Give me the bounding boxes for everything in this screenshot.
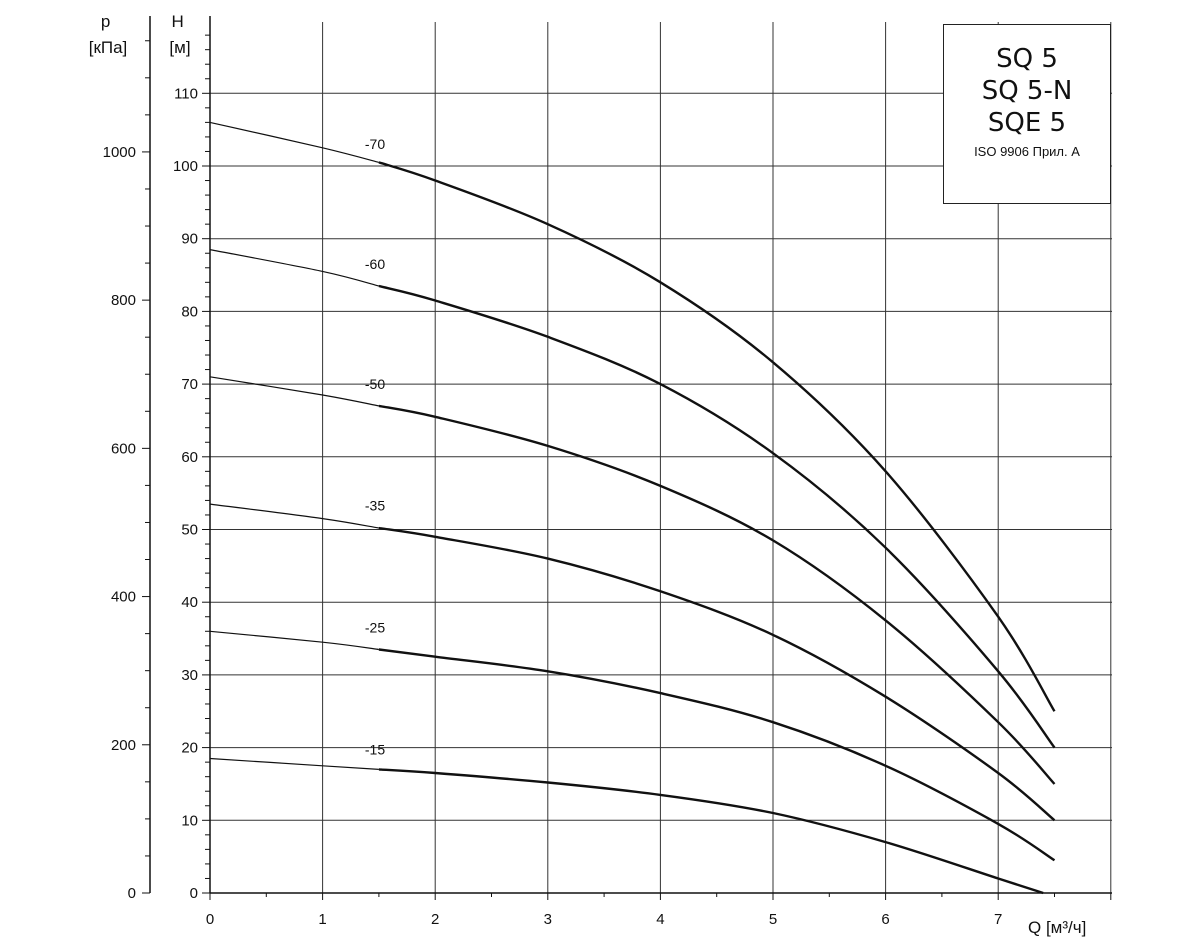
curve-minus35-start bbox=[209, 503, 379, 529]
curve-minus15-start bbox=[209, 757, 379, 770]
curve-minus50 bbox=[378, 404, 1056, 785]
h-tick-label: 20 bbox=[181, 740, 198, 757]
q-tick-label: 0 bbox=[206, 911, 214, 928]
p-axis-symbol: p bbox=[101, 12, 110, 31]
p-tick-label: 0 bbox=[128, 885, 136, 902]
curve-minus15 bbox=[378, 768, 1044, 895]
p-tick-label: 800 bbox=[111, 292, 136, 309]
h-tick-label: 30 bbox=[181, 667, 198, 684]
p-axis-unit: [кПа] bbox=[89, 38, 128, 57]
p-tick-label: 600 bbox=[111, 440, 136, 457]
h-tick-label: 10 bbox=[181, 812, 198, 829]
curve-minus60-start bbox=[209, 249, 380, 287]
q-axis-title: Q [м³/ч] bbox=[1028, 918, 1086, 937]
h-tick-label: 110 bbox=[174, 85, 198, 102]
model-name: SQE 5 bbox=[987, 108, 1067, 138]
p-tick-label: 200 bbox=[111, 737, 136, 754]
q-tick-label: 3 bbox=[544, 911, 552, 928]
curve-minus25-start bbox=[209, 630, 379, 651]
q-tick-label: 1 bbox=[318, 911, 326, 928]
q-tick-label: 2 bbox=[431, 911, 439, 928]
h-axis-title: H [м] bbox=[169, 12, 190, 57]
curve-minus70 bbox=[378, 161, 1056, 712]
labels: -70 -60 -50 -35 -25 -15 bbox=[365, 136, 385, 758]
h-tick-label: 60 bbox=[181, 449, 198, 466]
h-axis-unit: [м] bbox=[169, 38, 190, 57]
p-axis-title: p [кПа] bbox=[89, 12, 128, 57]
q-tick-label: 5 bbox=[769, 911, 777, 928]
h-tick-label: 100 bbox=[173, 158, 198, 175]
curves bbox=[209, 121, 1056, 895]
model-name: SQ 5 bbox=[996, 44, 1058, 74]
q-tick-label: 7 bbox=[994, 911, 1002, 928]
curve-label: -60 bbox=[365, 256, 385, 272]
curve-label: -50 bbox=[365, 376, 385, 392]
curve-minus35 bbox=[378, 526, 1056, 822]
curve-label: -15 bbox=[365, 742, 385, 758]
model-list: SQ 5 SQ 5-N SQE 5 bbox=[944, 25, 1110, 139]
q-tick-label: 4 bbox=[656, 911, 664, 928]
grid-lines bbox=[210, 22, 1112, 893]
h-tick-label: 40 bbox=[181, 594, 198, 611]
p-tick-label: 1000 bbox=[103, 144, 136, 161]
h-tick-label: 90 bbox=[181, 231, 198, 248]
p-tick-label: 400 bbox=[111, 589, 136, 606]
axes bbox=[149, 16, 1112, 894]
curve-label: -70 bbox=[365, 136, 385, 152]
curve-minus60 bbox=[378, 284, 1056, 749]
q-tick-label: 6 bbox=[881, 911, 889, 928]
legend-standard: ISO 9906 Прил. A bbox=[974, 144, 1080, 159]
curve-minus70-start bbox=[209, 121, 380, 163]
h-tick-label: 70 bbox=[181, 376, 198, 393]
curve-label: -25 bbox=[365, 620, 385, 636]
ticks: 0102030405060708090100110020040060080010… bbox=[103, 34, 1112, 928]
model-legend-box: SQ 5 SQ 5-N SQE 5 ISO 9906 Прил. A bbox=[943, 24, 1111, 204]
h-axis-symbol: H bbox=[171, 12, 183, 31]
curve-minus50-start bbox=[209, 376, 380, 407]
h-tick-label: 0 bbox=[190, 885, 198, 902]
h-tick-label: 50 bbox=[181, 522, 198, 539]
h-tick-label: 80 bbox=[181, 303, 198, 320]
curve-minus25 bbox=[378, 648, 1056, 862]
model-name: SQ 5-N bbox=[981, 76, 1073, 106]
curve-label: -35 bbox=[365, 497, 385, 513]
